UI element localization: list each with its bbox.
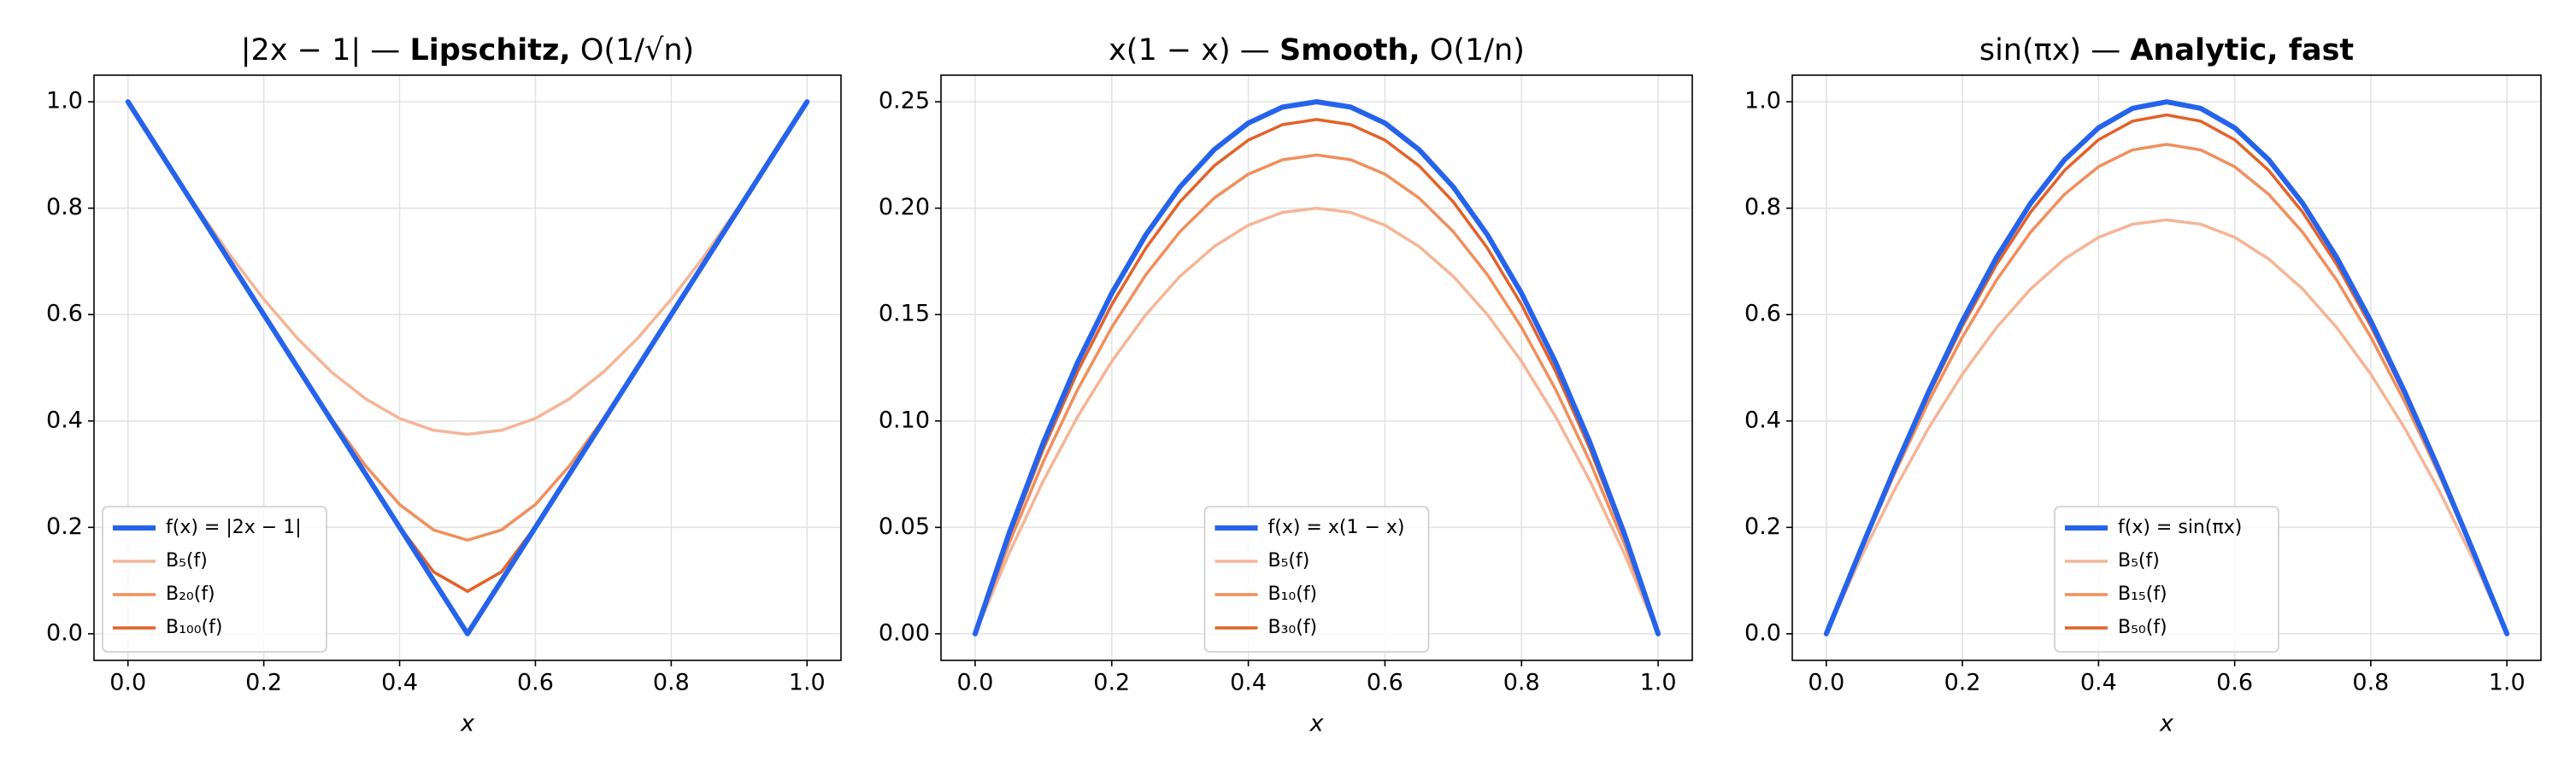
x-tick-label: 0.6: [1367, 670, 1403, 696]
axes-frame: [1791, 74, 2542, 661]
y-tick-label: 0.2: [1744, 513, 1781, 540]
x-tick-label: 0.6: [2216, 670, 2253, 696]
panel: 0.0 0.2 0.4 0.6 0.8 1.0 0.0 0.2 0.4 0.6 0.8 1.0 |2x …: [46, 33, 842, 737]
x-tick-label: 0.8: [1503, 670, 1540, 696]
x-tick-label: 0.2: [1093, 670, 1130, 696]
legend-label: f(x) = x(1 − x): [1268, 517, 1405, 538]
y-tick-label: 0.0: [46, 619, 83, 646]
chart-title: x(1 − x) — Smooth, O(1/n): [1109, 33, 1525, 67]
series-line: [1823, 99, 2510, 636]
legend-box: [2054, 506, 2279, 653]
series-line: [125, 99, 810, 636]
legend: f(x) = sin(πx) B₅(f) B₁₅(f) B₅₀(f): [2054, 506, 2279, 653]
legend-label: B₁₅(f): [2118, 583, 2167, 605]
y-tick-label: 0.10: [879, 407, 930, 433]
y-tick-label: 1.0: [46, 88, 83, 114]
title-part: |2x − 1| —: [241, 33, 410, 67]
legend-label: B₂₀(f): [166, 583, 215, 605]
legend-label: B₁₀₀(f): [166, 617, 222, 638]
x-tick-label: 0.2: [245, 670, 282, 696]
x-tick-label: 0.8: [2352, 670, 2389, 696]
series-line: [973, 153, 1660, 636]
y-tick-label: 0.05: [879, 513, 930, 540]
series-line: [973, 206, 1660, 636]
x-tick-label: 0.0: [1808, 670, 1844, 696]
x-tick-label: 0.4: [2080, 670, 2117, 696]
x-tick-label: 0.0: [109, 670, 146, 696]
x-tick-label: 0.6: [517, 670, 554, 696]
x-tick-label: 0.2: [1944, 670, 1981, 696]
axes-frame: [940, 74, 1693, 661]
legend-box: [1203, 506, 1430, 653]
legend-box: [102, 506, 327, 653]
title-part: Lipschitz,: [409, 33, 570, 67]
axes-frame: [93, 74, 842, 661]
x-axis-label: x: [2159, 711, 2174, 737]
x-tick-label: 1.0: [1640, 670, 1677, 696]
legend-label: B₅(f): [1268, 550, 1310, 572]
title-part: Smooth,: [1279, 33, 1420, 67]
panel: 0.0 0.2 0.4 0.6 0.8 1.0 0.0 0.2 0.4 0.6 0.8 1.0 sin(…: [1744, 33, 2542, 737]
legend: f(x) = |2x − 1| B₅(f) B₂₀(f) B₁₀₀(f): [102, 506, 327, 653]
y-tick-label: 0.00: [879, 619, 930, 646]
series-line: [973, 118, 1660, 636]
title-part: x(1 − x) —: [1109, 33, 1279, 67]
legend: f(x) = x(1 − x) B₅(f) B₁₀(f) B₃₀(f): [1203, 506, 1430, 653]
y-tick-label: 0.4: [1744, 407, 1781, 433]
y-tick-label: 0.20: [879, 194, 930, 220]
x-tick-label: 0.4: [381, 670, 418, 696]
series-line: [1825, 218, 2508, 636]
panel: 0.0 0.2 0.4 0.6 0.8 1.0 0.00 0.05 0.10 0.15 0.20 0.…: [879, 33, 1693, 737]
title-part: O(1/√n): [571, 33, 695, 67]
title-part: O(1/n): [1420, 33, 1525, 67]
series-line: [1825, 143, 2508, 636]
x-axis-label: x: [460, 711, 475, 737]
y-tick-label: 0.6: [1744, 301, 1781, 327]
y-tick-label: 0.6: [46, 301, 83, 327]
chart-title: |2x − 1| — Lipschitz, O(1/√n): [241, 33, 694, 67]
legend-label: B₅₀(f): [2118, 617, 2167, 638]
series-line: [972, 99, 1661, 636]
y-tick-label: 0.15: [879, 301, 930, 327]
title-part: Analytic, fast: [2130, 33, 2354, 67]
series-line: [126, 100, 809, 437]
y-tick-label: 0.4: [46, 407, 83, 433]
legend-label: B₁₀(f): [1268, 583, 1318, 605]
legend-label: B₅(f): [166, 550, 208, 572]
x-tick-label: 0.4: [1230, 670, 1267, 696]
legend-label: B₃₀(f): [1268, 617, 1318, 638]
series-line: [126, 100, 809, 542]
legend-label: f(x) = sin(πx): [2118, 517, 2242, 538]
y-tick-label: 0.8: [1744, 194, 1781, 220]
legend-label: B₅(f): [2118, 550, 2160, 572]
y-tick-label: 0.8: [46, 194, 83, 220]
y-tick-label: 0.0: [1744, 619, 1781, 646]
x-tick-label: 1.0: [789, 670, 826, 696]
title-part: sin(πx) —: [1979, 33, 2131, 67]
y-tick-label: 1.0: [1744, 88, 1781, 114]
chart-title: sin(πx) — Analytic, fast: [1979, 33, 2354, 67]
x-tick-label: 0.8: [653, 670, 690, 696]
x-tick-label: 1.0: [2489, 670, 2526, 696]
legend-label: f(x) = |2x − 1|: [166, 517, 302, 538]
y-tick-label: 0.25: [879, 88, 930, 114]
y-tick-label: 0.2: [46, 513, 83, 540]
x-axis-label: x: [1309, 711, 1325, 737]
x-tick-label: 0.0: [956, 670, 993, 696]
